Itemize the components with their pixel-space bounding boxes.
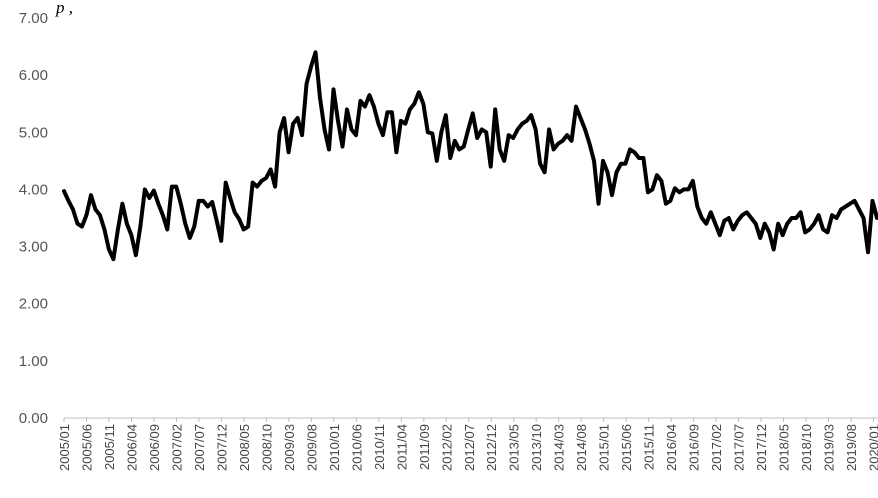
x-tick-label: 2006/04 bbox=[124, 424, 139, 471]
x-tick-label: 2008/10 bbox=[259, 424, 274, 471]
x-tick-label: 2017/07 bbox=[732, 424, 747, 471]
y-tick-label: 3.00 bbox=[19, 239, 48, 256]
y-tick-label: 4.00 bbox=[19, 181, 48, 198]
x-tick-label: 2015/11 bbox=[642, 424, 657, 470]
x-tick-label: 2017/02 bbox=[709, 424, 724, 471]
y-tick-label: 2.00 bbox=[19, 296, 48, 313]
x-tick-label: 2017/12 bbox=[754, 424, 769, 471]
x-tick-label: 2005/11 bbox=[102, 424, 117, 470]
y-tick-label: 0.00 bbox=[19, 410, 48, 427]
x-tick-label: 2008/05 bbox=[237, 424, 252, 471]
x-tick-label: 2012/12 bbox=[484, 424, 499, 471]
x-tick-label: 2007/02 bbox=[169, 424, 184, 471]
chart-caption-fragment: p , bbox=[55, 0, 73, 17]
x-tick-label: 2009/03 bbox=[282, 424, 297, 471]
x-tick-label: 2011/09 bbox=[417, 424, 432, 470]
x-tick-label: 2007/07 bbox=[192, 424, 207, 471]
x-tick-label: 2010/06 bbox=[349, 424, 364, 471]
x-axis: 2005/01 2005/06 2005/11 2006/04 2006/09 2007/… bbox=[57, 418, 878, 471]
x-tick-label: 2013/10 bbox=[529, 424, 544, 471]
x-tick-label: 2009/08 bbox=[304, 424, 319, 471]
x-tick-label: 2011/04 bbox=[394, 424, 409, 470]
x-tick-label: 2010/11 bbox=[372, 424, 387, 470]
x-tick-label: 2019/03 bbox=[822, 424, 837, 471]
plot-area bbox=[62, 50, 878, 262]
x-tick-label: 2014/03 bbox=[552, 424, 567, 471]
x-tick-label: 2006/09 bbox=[147, 424, 162, 471]
x-tick-label: 2005/06 bbox=[79, 424, 94, 471]
y-tick-label: 6.00 bbox=[19, 67, 48, 84]
series-line bbox=[62, 50, 878, 262]
y-tick-label: 7.00 bbox=[19, 10, 48, 27]
x-tick-label: 2007/12 bbox=[214, 424, 229, 471]
x-tick-label: 2018/05 bbox=[777, 424, 792, 471]
y-tick-label: 5.00 bbox=[19, 124, 48, 141]
x-tick-label: 2014/08 bbox=[574, 424, 589, 471]
x-tick-label: 2013/05 bbox=[507, 424, 522, 471]
x-tick-label: 2010/01 bbox=[327, 424, 342, 471]
y-tick-label: 1.00 bbox=[19, 353, 48, 370]
x-tick-label: 2020/01 bbox=[867, 424, 878, 471]
x-tick-label: 2016/04 bbox=[664, 424, 679, 471]
x-tick-label: 2018/10 bbox=[799, 424, 814, 471]
x-tick-label: 2012/02 bbox=[439, 424, 454, 471]
y-axis: 0.00 1.00 2.00 3.00 4.00 5.00 6.00 7.00 bbox=[19, 10, 48, 427]
x-tick-label: 2019/08 bbox=[844, 424, 859, 471]
x-tick-label: 2015/01 bbox=[597, 424, 612, 471]
x-tick-label: 2012/07 bbox=[462, 424, 477, 471]
x-tick-label: 2005/01 bbox=[57, 424, 72, 471]
x-tick-label: 2016/09 bbox=[687, 424, 702, 471]
x-tick-label: 2015/06 bbox=[619, 424, 634, 471]
